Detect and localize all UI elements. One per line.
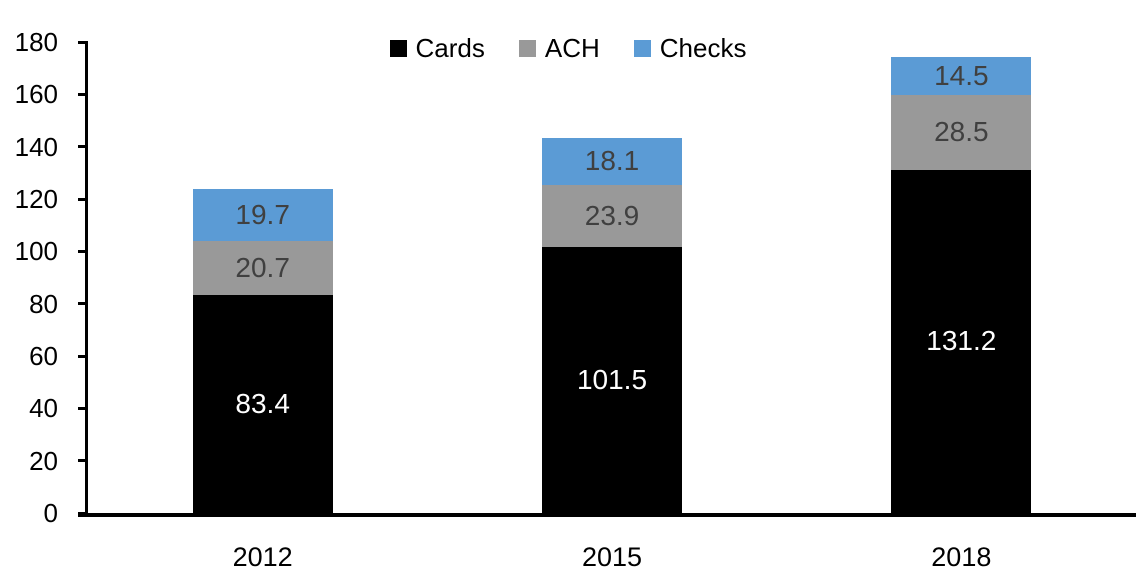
bar-segment-label: 101.5 (576, 364, 648, 396)
y-tick-mark (78, 145, 88, 149)
y-tick-label: 160 (14, 79, 58, 110)
y-tick-mark (78, 459, 88, 463)
bar-2018: 14.5 28.5 131.2 (891, 57, 1032, 513)
bar-segment-ach-2015: 23.9 (542, 184, 682, 248)
chart-legend: Cards ACH Checks (0, 31, 1136, 65)
legend-label: Checks (659, 33, 747, 63)
y-tick-label: 140 (14, 131, 58, 162)
bar-segment-cards-2018: 131.2 (891, 169, 1032, 513)
bar-segment-cards-2015: 101.5 (542, 247, 682, 513)
bar-segment-label: 83.4 (235, 387, 290, 419)
x-category-label-2015: 2015 (581, 542, 643, 572)
bar-segment-label: 20.7 (235, 251, 290, 283)
y-tick-label: 100 (14, 236, 58, 267)
bar-segment-label: 18.1 (584, 145, 640, 177)
bar-segment-label: 131.2 (926, 325, 997, 357)
x-axis (78, 513, 1136, 517)
bar-2015: 18.1 23.9 101.5 (542, 137, 682, 513)
x-category-label-2012: 2012 (232, 542, 293, 572)
y-axis (85, 42, 88, 516)
y-tick-mark (78, 406, 88, 410)
y-tick-label: 40 (29, 393, 58, 424)
bar-segment-label: 14.5 (934, 60, 989, 92)
legend-swatch-icon (518, 39, 536, 57)
bar-segment-ach-2012: 20.7 (192, 240, 333, 295)
y-tick-label: 20 (29, 445, 58, 476)
legend-swatch-icon (389, 39, 407, 57)
y-tick-mark (78, 511, 88, 515)
legend-label: ACH (544, 33, 600, 63)
y-tick-label: 180 (14, 27, 58, 57)
legend-item-ach: ACH (518, 33, 600, 63)
y-tick-mark (78, 249, 88, 253)
x-category-label-2018: 2018 (931, 542, 992, 572)
bar-segment-ach-2018: 28.5 (891, 95, 1032, 170)
bar-segment-cards-2012: 83.4 (192, 294, 333, 513)
bar-segment-label: 19.7 (235, 198, 290, 230)
bar-segment-checks-2012: 19.7 (192, 189, 333, 241)
y-tick-mark (78, 302, 88, 306)
legend-item-cards: Cards (389, 33, 485, 63)
legend-label: Cards (415, 33, 485, 63)
bar-segment-checks-2015: 18.1 (542, 137, 682, 185)
bar-2012: 19.7 20.7 83.4 (192, 189, 333, 513)
legend-item-checks: Checks (633, 33, 747, 63)
y-tick-label: 60 (29, 341, 58, 371)
y-tick-mark (78, 92, 88, 96)
legend-swatch-icon (633, 39, 651, 57)
y-tick-label: 80 (29, 288, 58, 319)
bar-segment-checks-2018: 14.5 (891, 57, 1032, 96)
y-tick-mark (78, 354, 88, 358)
y-tick-label: 120 (14, 184, 58, 214)
bar-segment-label: 28.5 (934, 116, 989, 148)
y-tick-mark (78, 197, 88, 201)
y-tick-label: 0 (43, 498, 58, 528)
bar-segment-label: 23.9 (584, 200, 640, 232)
y-tick-mark (78, 40, 88, 44)
